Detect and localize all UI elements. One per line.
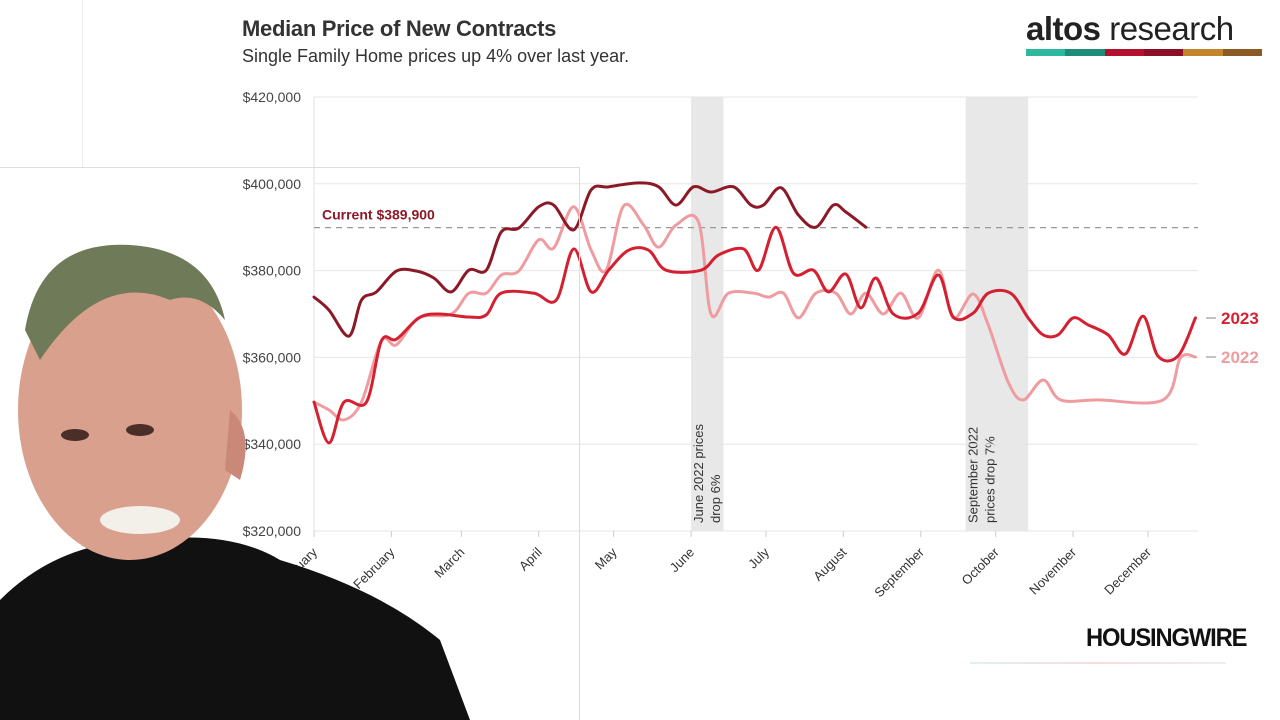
logo-color-bar xyxy=(1026,49,1262,56)
x-tick-label: May xyxy=(592,544,620,572)
shaded-region-label: prices drop 7% xyxy=(983,436,998,523)
logo-bar-segment xyxy=(1065,49,1105,56)
overlay-frame-top xyxy=(0,167,580,168)
x-tick-label: December xyxy=(1101,544,1154,597)
series-line xyxy=(312,181,868,338)
x-tick-label: February xyxy=(350,544,398,592)
series-line-2023 xyxy=(312,225,1197,445)
x-tick-label: November xyxy=(1026,544,1079,597)
x-tick-label: September xyxy=(871,544,927,600)
x-tick-label: July xyxy=(745,544,772,571)
y-tick-label: $340,000 xyxy=(243,436,302,452)
logo-bar-segment xyxy=(1183,49,1223,56)
y-tick-label: $400,000 xyxy=(243,176,302,192)
shaded-region-label: June 2022 prices xyxy=(691,423,706,523)
x-tick-label: June xyxy=(667,545,698,576)
housingwire-logo: HOUSINGWIRE xyxy=(1086,624,1247,652)
housingwire-underline xyxy=(970,662,1226,664)
y-tick-label: $380,000 xyxy=(243,263,302,279)
overlay-frame-left xyxy=(82,0,83,167)
logo-bar-segment xyxy=(1222,49,1262,56)
x-tick-label: April xyxy=(516,544,545,573)
shaded-region-label: September 2022 xyxy=(966,427,981,523)
x-tick-label: March xyxy=(431,545,467,581)
logo-bar-segment xyxy=(1026,49,1066,56)
altos-research-logo: altos research xyxy=(1026,12,1262,56)
y-tick-label: $320,000 xyxy=(243,523,302,539)
x-tick-label: October xyxy=(958,544,1002,588)
current-price-label: Current $389,900 xyxy=(322,207,435,223)
shaded-region-label: drop 6% xyxy=(708,474,723,523)
legend-label-2022: 2022 xyxy=(1221,348,1259,367)
presenter-video-overlay xyxy=(0,244,470,720)
overlay-frame-right xyxy=(579,167,580,720)
chart-subtitle: Single Family Home prices up 4% over las… xyxy=(242,46,630,66)
series-line-2022 xyxy=(312,202,1197,422)
x-tick-label: August xyxy=(810,544,849,583)
legend-label-2023: 2023 xyxy=(1221,309,1259,328)
logo-bar-segment xyxy=(1143,49,1184,56)
y-tick-label: $420,000 xyxy=(243,89,302,105)
y-tick-label: $360,000 xyxy=(243,349,302,365)
logo-bar-segment xyxy=(1104,49,1144,56)
chart-title: Median Price of New Contracts xyxy=(242,16,557,41)
shaded-region xyxy=(965,97,1029,531)
